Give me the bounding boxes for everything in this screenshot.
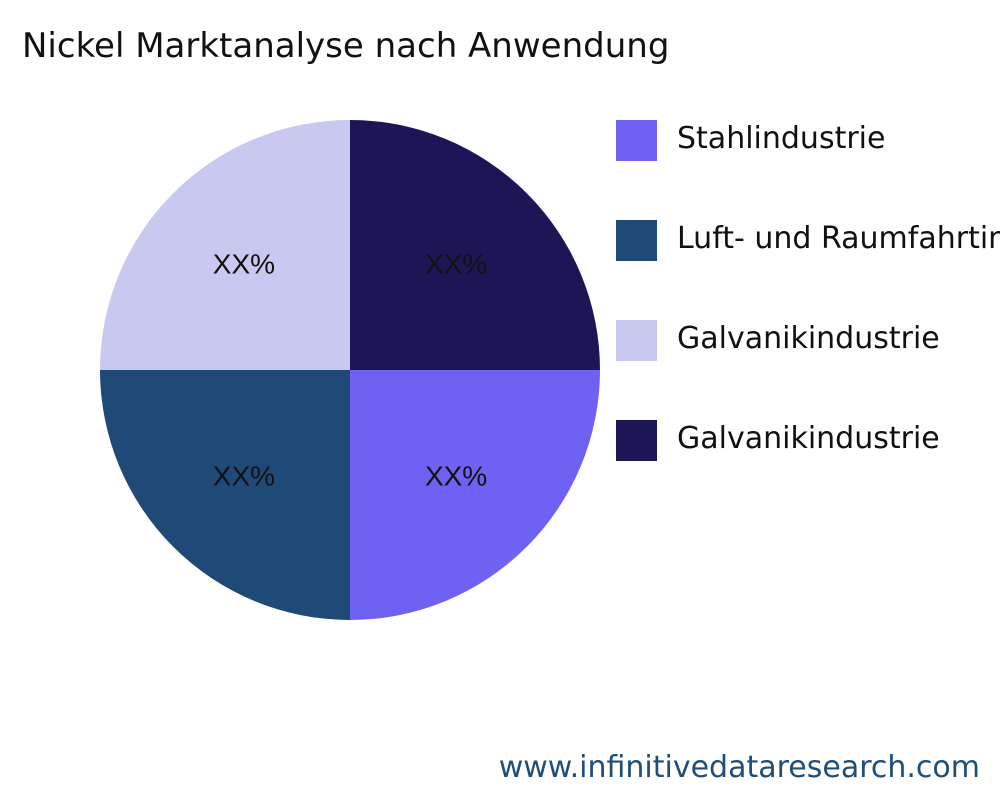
pie-slice-4[interactable] bbox=[350, 120, 600, 370]
legend-label: Stahlindustrie bbox=[677, 121, 886, 156]
pie-slice-label-4: XX% bbox=[425, 248, 487, 279]
legend-item-stahlindustrie[interactable]: Stahlindustrie bbox=[616, 120, 1000, 220]
legend-item-galvanikindustrie-2[interactable]: Galvanikindustrie bbox=[616, 420, 1000, 520]
pie-slice-label-2: XX% bbox=[213, 461, 275, 492]
pie-slice-label-1: XX% bbox=[425, 461, 487, 492]
legend-swatch bbox=[616, 320, 657, 361]
legend-label: Galvanikindustrie bbox=[677, 421, 940, 456]
pie-slice-3[interactable] bbox=[100, 120, 350, 370]
legend-item-galvanikindustrie[interactable]: Galvanikindustrie bbox=[616, 320, 1000, 420]
legend-item-luft-und-raumfahrt[interactable]: Luft- und Raumfahrtindustrie bbox=[616, 220, 1000, 320]
pie-slice-label-3: XX% bbox=[213, 248, 275, 279]
legend: Stahlindustrie Luft- und Raumfahrtindust… bbox=[616, 120, 1000, 520]
chart-title: Nickel Marktanalyse nach Anwendung bbox=[22, 26, 670, 66]
legend-swatch bbox=[616, 120, 657, 161]
legend-swatch bbox=[616, 220, 657, 261]
pie-slice-2[interactable] bbox=[100, 370, 350, 620]
legend-label: Luft- und Raumfahrtindustrie bbox=[677, 221, 1000, 256]
legend-swatch bbox=[616, 420, 657, 461]
pie-slice-1[interactable] bbox=[350, 370, 600, 620]
source-url[interactable]: www.infinitivedataresearch.com bbox=[498, 750, 980, 785]
legend-label: Galvanikindustrie bbox=[677, 321, 940, 356]
